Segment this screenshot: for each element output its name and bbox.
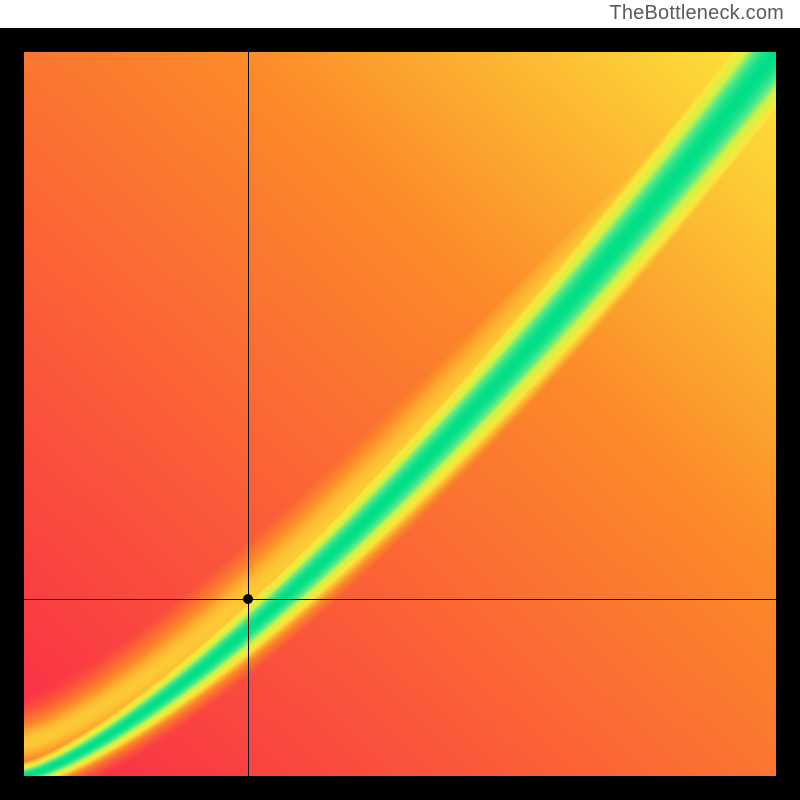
watermark-text: TheBottleneck.com [609,2,784,25]
crosshair-vertical [248,52,249,776]
crosshair-horizontal [24,599,776,600]
heatmap-plot-area [24,52,776,776]
chart-container: TheBottleneck.com [0,0,800,800]
heatmap-canvas [24,52,776,776]
chart-outer-frame [0,28,800,800]
crosshair-marker [243,594,253,604]
